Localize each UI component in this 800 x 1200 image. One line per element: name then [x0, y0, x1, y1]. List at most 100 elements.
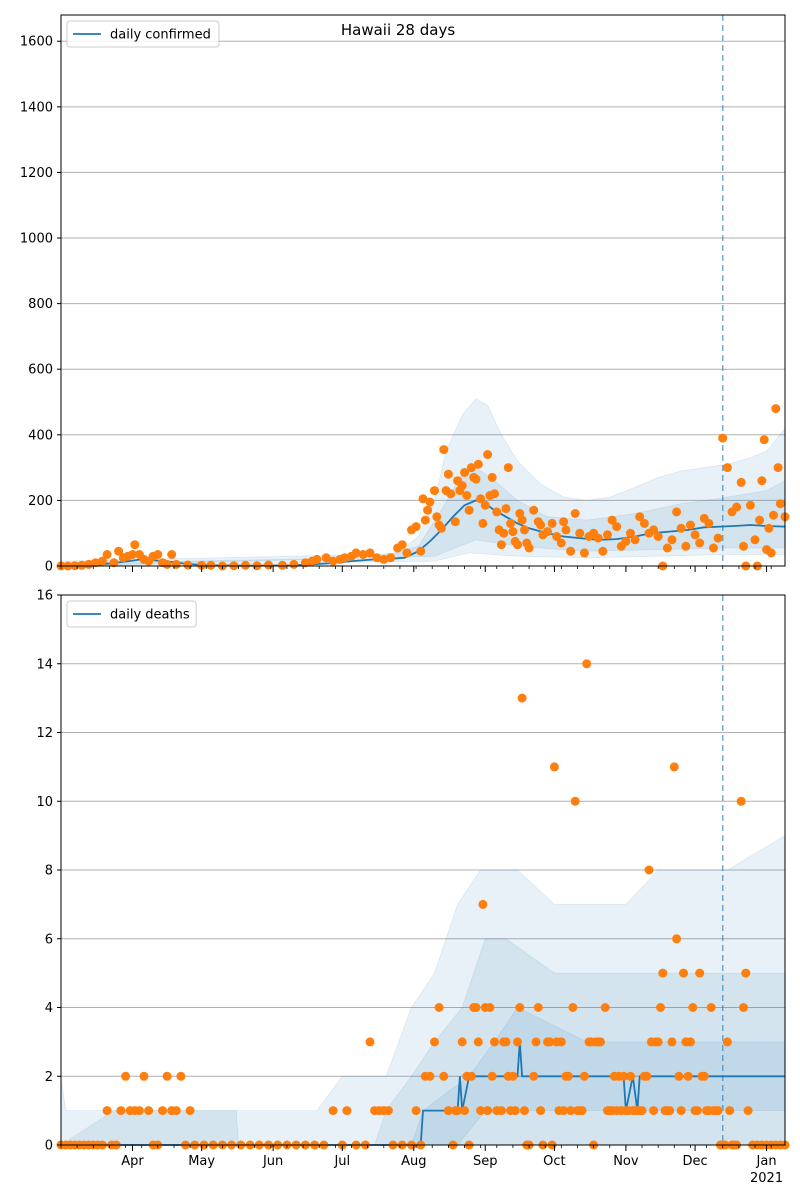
- data-point: [513, 540, 522, 550]
- data-point: [637, 1106, 647, 1116]
- data-point: [162, 1071, 172, 1081]
- data-point: [277, 560, 287, 570]
- data-point: [466, 463, 476, 473]
- data-point: [457, 1037, 467, 1047]
- plot-frame: [60, 14, 786, 567]
- data-point: [755, 515, 765, 525]
- data-point: [566, 1106, 576, 1116]
- y-tick-label: 10: [36, 795, 53, 810]
- data-point: [425, 497, 435, 507]
- data-point: [167, 550, 177, 559]
- data-point: [464, 505, 474, 515]
- data-point: [485, 1003, 495, 1012]
- data-point: [379, 554, 389, 564]
- data-point: [446, 489, 456, 499]
- data-point: [575, 528, 585, 538]
- y-tick-label: 12: [36, 726, 53, 741]
- data-point: [612, 522, 622, 532]
- data-point: [443, 469, 453, 479]
- data-point: [566, 546, 576, 556]
- data-point: [176, 1071, 186, 1081]
- data-point: [432, 512, 442, 522]
- data-point: [718, 433, 728, 443]
- y-tick-label: 6: [45, 932, 53, 947]
- y-tick-label: 200: [28, 494, 53, 509]
- data-point: [736, 477, 746, 487]
- y-tick-label: 1600: [20, 35, 53, 50]
- y-tick-label: 16: [36, 589, 53, 604]
- data-point: [533, 1003, 543, 1012]
- data-point: [365, 1037, 375, 1047]
- data-point: [185, 1106, 195, 1116]
- data-point: [739, 541, 748, 551]
- data-point: [536, 520, 546, 530]
- x-tick-label: Nov: [613, 1154, 639, 1169]
- data-point: [552, 532, 562, 541]
- data-point: [365, 548, 375, 558]
- data-point: [621, 536, 631, 546]
- data-point: [183, 560, 193, 570]
- y-tick-label: 800: [28, 297, 53, 312]
- data-point: [496, 540, 506, 550]
- data-point: [430, 486, 439, 496]
- data-point: [658, 968, 668, 978]
- data-point: [351, 548, 361, 558]
- data-point: [501, 1037, 511, 1047]
- data-point: [206, 560, 216, 570]
- data-point: [358, 550, 368, 559]
- data-point: [289, 559, 299, 569]
- data-point: [162, 559, 172, 569]
- data-point: [423, 505, 433, 515]
- y-tick-label: 1400: [20, 100, 53, 115]
- data-point: [84, 559, 94, 569]
- data-point: [473, 1037, 483, 1047]
- data-point: [473, 459, 483, 469]
- data-point: [425, 1071, 435, 1081]
- data-point: [766, 548, 776, 558]
- data-point: [676, 523, 686, 533]
- data-point: [416, 546, 426, 556]
- data-point: [439, 445, 449, 455]
- legend-label: daily deaths: [110, 608, 190, 623]
- data-point: [520, 1106, 529, 1116]
- data-point: [653, 532, 663, 541]
- data-point: [453, 1106, 463, 1116]
- y-tick-label: 0: [45, 560, 53, 575]
- data-point: [773, 463, 783, 473]
- data-point: [662, 543, 672, 553]
- data-point: [736, 796, 746, 806]
- data-point: [649, 1106, 659, 1116]
- data-point: [672, 934, 682, 944]
- chart-title: Hawaii 28 days: [341, 21, 455, 39]
- data-point: [439, 1071, 449, 1081]
- data-point: [515, 1003, 525, 1012]
- x-year-label: 2021: [750, 1171, 783, 1186]
- data-point: [517, 693, 527, 703]
- legend-box: [66, 600, 197, 628]
- data-point: [683, 1071, 693, 1081]
- data-point: [483, 1106, 493, 1116]
- data-point: [420, 515, 430, 525]
- legend-box: [66, 20, 220, 48]
- data-point: [520, 525, 529, 535]
- data-point: [672, 507, 682, 517]
- data-point: [510, 1106, 520, 1116]
- x-tick-label: Oct: [543, 1154, 565, 1169]
- data-point: [321, 553, 331, 563]
- data-point: [582, 659, 592, 669]
- data-point: [741, 968, 751, 978]
- y-tick-label: 4: [45, 1001, 53, 1016]
- y-tick-label: 14: [36, 657, 53, 672]
- band-0: [60, 834, 786, 1146]
- data-point: [328, 556, 338, 566]
- data-point: [443, 1106, 453, 1116]
- data-point: [649, 525, 659, 535]
- data-point: [679, 968, 688, 978]
- data-point: [676, 1106, 686, 1116]
- data-point: [704, 518, 714, 528]
- data-point: [430, 1037, 439, 1047]
- data-point: [418, 494, 428, 504]
- data-point: [722, 1037, 732, 1047]
- data-point: [480, 500, 490, 510]
- data-point: [312, 554, 322, 564]
